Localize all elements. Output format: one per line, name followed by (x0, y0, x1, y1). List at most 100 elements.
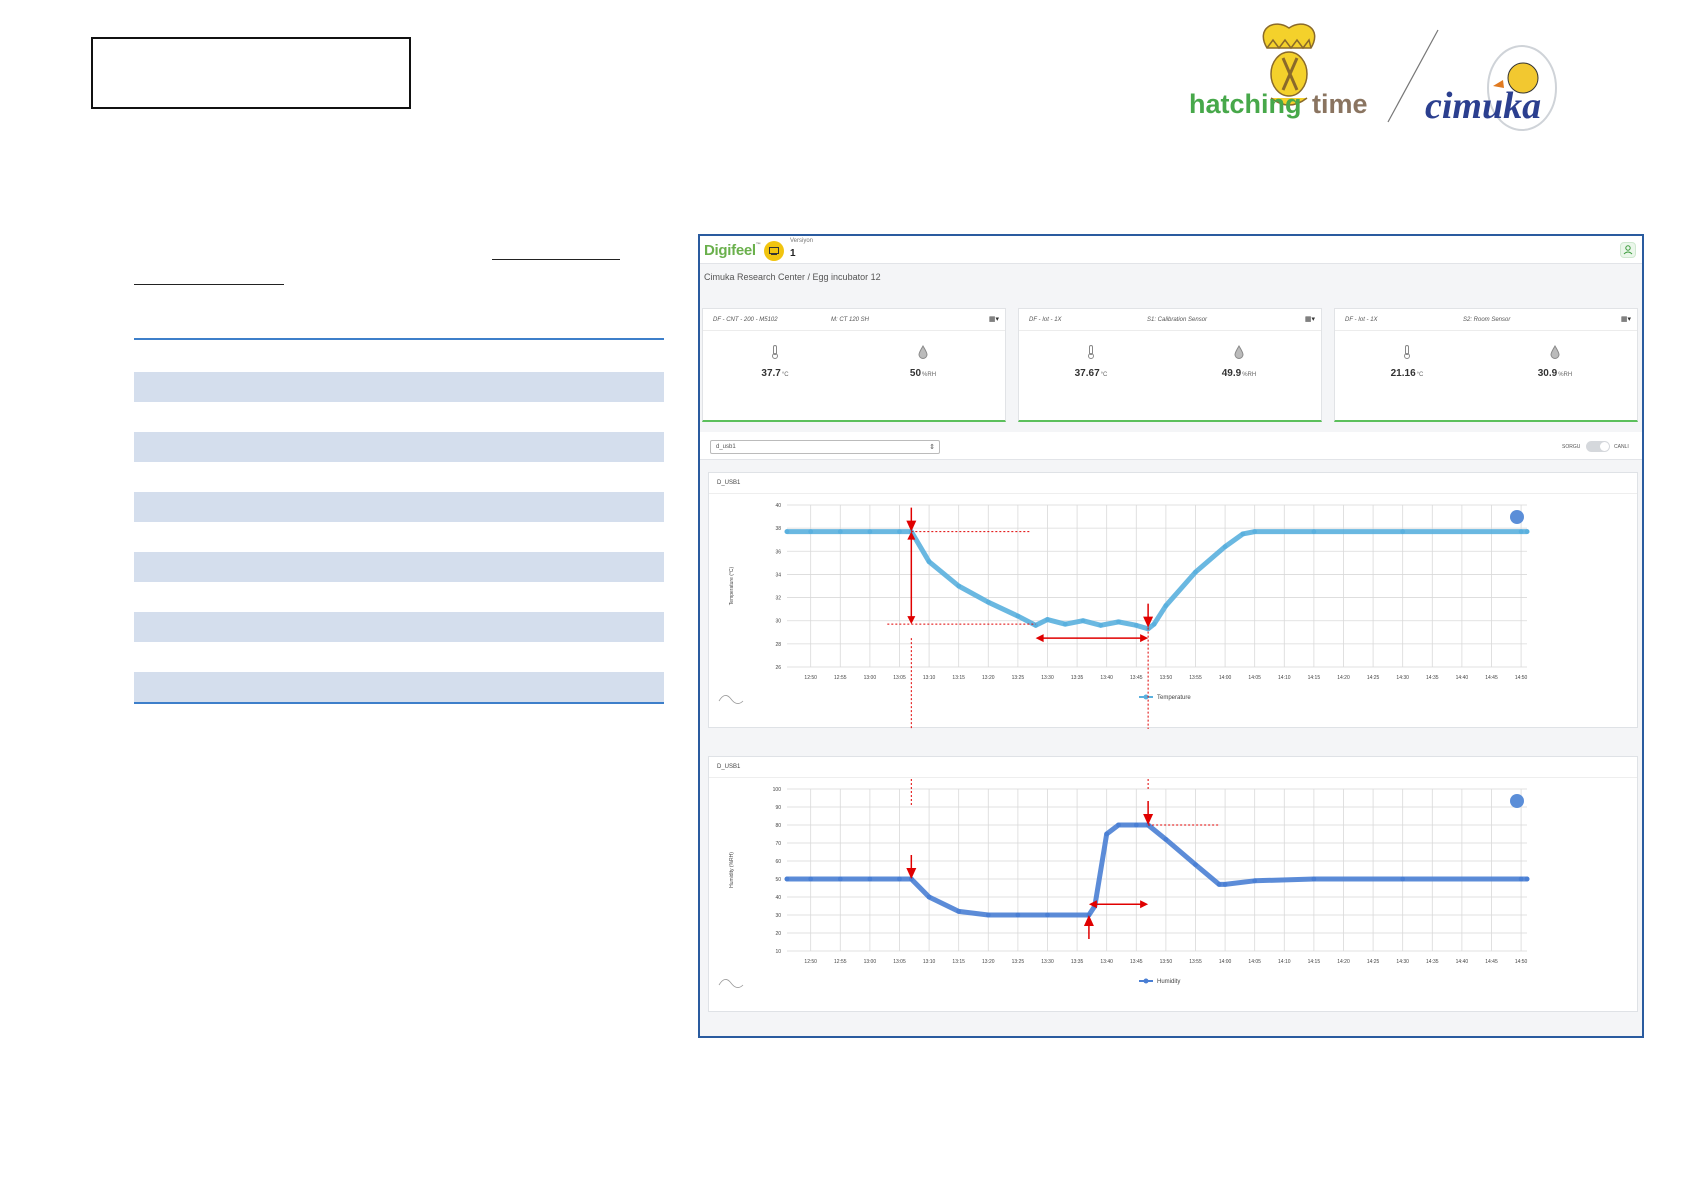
y-tick-label: 32 (775, 596, 781, 602)
underline-stub (134, 284, 284, 285)
humidity-unit: %RH (922, 372, 937, 378)
device-icon[interactable] (764, 241, 784, 261)
data-point (1098, 622, 1104, 628)
data-point (837, 529, 843, 535)
data-point (1045, 912, 1050, 918)
toggle-label-query: SORGU (1562, 444, 1581, 450)
data-point (897, 529, 902, 535)
underline-stub (492, 259, 620, 260)
data-point (1222, 882, 1228, 887)
sensor-id: DF - CNT - 200 - M5102 (713, 317, 778, 323)
humidity-value: 50 (909, 368, 922, 379)
device-select[interactable]: d_usb1 ⇕ (710, 440, 940, 454)
data-point (985, 912, 991, 918)
x-tick-label: 14:05 (1248, 675, 1261, 681)
x-tick-label: 13:20 (982, 959, 995, 965)
data-point (1080, 618, 1086, 624)
data-point (897, 876, 902, 882)
temperature-chart[interactable]: 40 38 36 34 32 30 28 26 12:50 12:55 13:00 13:05 13:1… (709, 495, 1639, 729)
data-point (867, 876, 873, 882)
hatchingtime-logo: hatching time cimuka (1189, 23, 1557, 131)
y-tick-label: 28 (775, 642, 781, 648)
user-icon[interactable] (1620, 242, 1636, 258)
sensor-card[interactable]: DF - CNT - 200 - M5102 M: CT 120 SH ▦▾ 3… (702, 308, 1006, 422)
x-tick-label: 14:30 (1396, 959, 1409, 965)
annotation-arrow (1143, 616, 1154, 628)
y-axis-label: Humidity (%RH) (729, 852, 735, 888)
x-tick-label: 14:35 (1426, 675, 1439, 681)
humidity-chart[interactable]: 100 90 80 70 60 50 40 30 20 10 12:50 12:55 13:00 13:0… (709, 779, 1639, 1013)
y-tick-label: 70 (775, 841, 781, 847)
panel-title: D_USB1 (717, 764, 741, 770)
dashboard-screenshot: Digifeel™ Versiyon 1 Cimuka Research Cen… (698, 234, 1644, 1038)
legend-label: Humidity (1157, 979, 1180, 985)
table-row (134, 552, 664, 582)
temperature-unit: °C (1416, 372, 1424, 378)
y-tick-label: 10 (775, 949, 781, 955)
digifeel-logo[interactable]: Digifeel™ (704, 242, 761, 259)
sensor-card[interactable]: DF - Iot - 1X S1: Calibration Sensor ▦▾ … (1018, 308, 1322, 422)
cimuka-wordmark: cimuka (1425, 85, 1541, 127)
data-point (1311, 529, 1317, 535)
data-point (1116, 619, 1121, 625)
live-toggle[interactable] (1586, 441, 1610, 452)
x-tick-label: 14:50 (1515, 675, 1528, 681)
droplet-icon (1234, 345, 1244, 359)
x-tick-label: 14:05 (1248, 959, 1261, 965)
legend-marker (1143, 978, 1149, 984)
chart-menu-icon (1510, 794, 1524, 808)
table-row (134, 432, 664, 462)
x-tick-label: 13:30 (1041, 959, 1054, 965)
x-tick-label: 13:05 (893, 675, 906, 681)
series-line (784, 529, 1530, 632)
x-tick-label: 14:20 (1337, 959, 1350, 965)
grid-icon[interactable]: ▦▾ (1620, 316, 1631, 323)
thermometer-icon (772, 345, 778, 359)
x-tick-label: 13:05 (893, 959, 906, 965)
x-tick-label: 14:25 (1367, 959, 1380, 965)
temperature-reading: 37.7°C (735, 345, 815, 381)
data-point (1133, 822, 1139, 828)
temperature-unit: °C (1100, 372, 1108, 378)
data-point (1062, 621, 1068, 627)
humidity-chart-panel: D_USB1 100 90 80 70 60 50 40 30 20 10 12:50 12:55 13… (708, 756, 1638, 1012)
top-bar: Digifeel™ Versiyon 1 (700, 236, 1642, 264)
x-tick-label: 13:20 (982, 675, 995, 681)
x-tick-label: 13:10 (923, 675, 936, 681)
table-row (134, 642, 664, 672)
data-point (1518, 529, 1524, 535)
annotation-arrowhead (1035, 634, 1044, 643)
x-tick-label: 13:25 (1012, 959, 1025, 965)
temperature-value: 21.16 (1390, 368, 1416, 379)
data-point (1216, 882, 1222, 887)
grid-icon[interactable]: ▦▾ (1304, 316, 1315, 323)
data-point (956, 583, 962, 589)
data-point (1163, 603, 1169, 609)
sensor-card[interactable]: DF - Iot - 1X S2: Room Sensor ▦▾ 21.16°C… (1334, 308, 1638, 422)
table-row (134, 672, 664, 702)
x-tick-label: 13:00 (864, 675, 877, 681)
droplet-icon (918, 345, 928, 359)
x-tick-label: 14:10 (1278, 959, 1291, 965)
x-tick-label: 14:45 (1485, 675, 1498, 681)
x-tick-label: 12:50 (804, 675, 817, 681)
data-point (1151, 621, 1157, 627)
x-tick-label: 14:20 (1337, 675, 1350, 681)
chart-type-icon (718, 695, 744, 704)
data-point (1193, 569, 1198, 575)
legend-marker (1143, 694, 1149, 700)
legend-label: Temperature (1157, 695, 1191, 701)
x-tick-label: 14:35 (1426, 959, 1439, 965)
sensor-name: S2: Room Sensor (1463, 317, 1511, 323)
grid-icon[interactable]: ▦▾ (988, 316, 999, 323)
cimuka-chick-icon (1507, 62, 1539, 94)
sensor-card-header: DF - Iot - 1X S1: Calibration Sensor ▦▾ (1019, 309, 1321, 331)
x-tick-label: 14:50 (1515, 959, 1528, 965)
annotation-arrowhead (907, 616, 916, 625)
x-tick-label: 13:35 (1071, 959, 1084, 965)
humidity-unit: %RH (1242, 372, 1257, 378)
y-tick-label: 20 (775, 931, 781, 937)
x-tick-label: 12:50 (804, 959, 817, 965)
chart-type-icon (718, 979, 744, 988)
data-point (784, 529, 790, 535)
